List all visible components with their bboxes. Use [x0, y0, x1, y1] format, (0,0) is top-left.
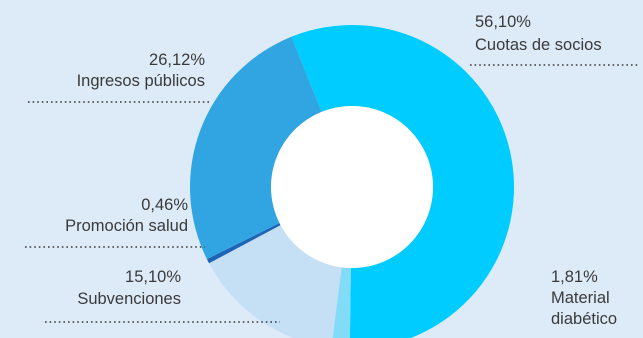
donut-slice-promocion-salud [206, 223, 281, 264]
slice-label-material-diabetico: 1,81% Material diabético [551, 268, 617, 328]
slice-category-label: Subvenciones [77, 290, 181, 308]
slice-value-label: 26,12% [149, 51, 205, 69]
slice-category-label-line2: diabético [551, 310, 617, 328]
donut-slice-material-diabetico [332, 267, 351, 338]
slice-label-promocion-salud: 0,46% Promoción salud [25, 196, 205, 248]
slice-label-cuotas-de-socios: 56,10% Cuotas de socios [470, 13, 640, 66]
donut-slices [190, 24, 514, 338]
slice-category-label: Material [551, 289, 610, 307]
slice-category-label: Promoción salud [65, 217, 188, 235]
slice-value-label: 56,10% [475, 13, 531, 31]
slice-value-label: 0,46% [141, 196, 188, 214]
slice-category-label: Cuotas de socios [475, 36, 602, 54]
donut-slice-subvenciones [209, 225, 342, 338]
donut-slice-cuotas-de-socios [291, 24, 514, 338]
donut-slice-ingresos-publicos [190, 36, 322, 260]
slice-category-label: Ingresos públicos [77, 72, 205, 90]
slice-label-subvenciones: 15,10% Subvenciones [45, 268, 280, 323]
slice-value-label: 1,81% [551, 268, 598, 286]
donut-hole [271, 106, 433, 268]
slice-label-ingresos-publicos: 26,12% Ingresos públicos [28, 51, 210, 103]
slice-value-label: 15,10% [125, 268, 181, 286]
